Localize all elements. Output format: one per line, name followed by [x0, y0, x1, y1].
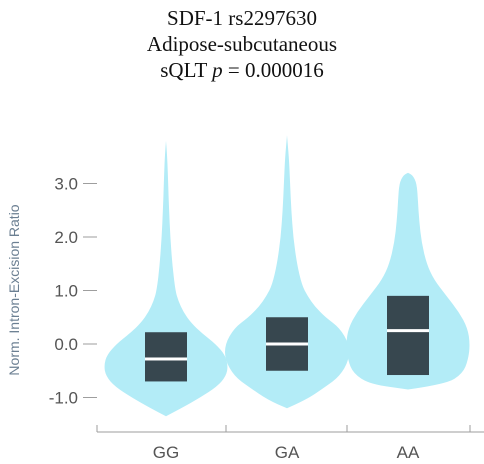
median-line-aa: [387, 329, 429, 333]
title-line-2: Adipose-subcutaneous: [146, 32, 338, 56]
violin-aa: [346, 172, 470, 390]
x-category-label-aa: AA: [397, 443, 420, 462]
title-line-3-suffix: = 0.000016: [222, 58, 324, 82]
title-line-3-prefix: sQLT: [160, 58, 213, 82]
y-axis-title: Norm. Intron-Excision Ratio: [6, 204, 22, 375]
violin-ga: [225, 135, 349, 409]
median-line-ga: [266, 342, 308, 346]
violin-layer: [104, 135, 470, 417]
x-category-label-ga: GA: [275, 443, 300, 462]
y-tick-label: -1.0: [49, 389, 78, 408]
box-gg: [145, 332, 187, 382]
y-tick-label: 3.0: [54, 175, 78, 194]
y-tick-label: 2.0: [54, 228, 78, 247]
y-tick-label: 0.0: [54, 335, 78, 354]
title-line-1: SDF-1 rs2297630: [167, 6, 317, 30]
title-line-3: sQLT p = 0.000016: [0, 57, 484, 83]
title-p-symbol: p: [212, 58, 223, 82]
axes-layer: 3.0 2.0 1.0 0.0 -1.0 GG GA AA: [49, 175, 484, 462]
median-line-gg: [145, 357, 187, 361]
box-aa: [387, 295, 429, 376]
chart-title: SDF-1 rs2297630 Adipose-subcutaneous sQL…: [0, 0, 484, 83]
y-tick-label: 1.0: [54, 282, 78, 301]
violin-gg: [104, 140, 228, 417]
x-category-label-gg: GG: [153, 443, 179, 462]
